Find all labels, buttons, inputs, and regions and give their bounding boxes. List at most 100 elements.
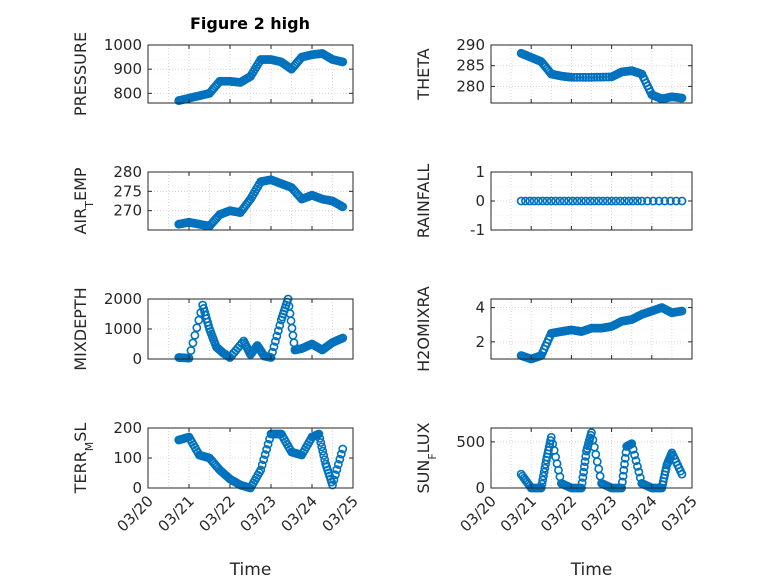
- data-series: [174, 175, 348, 231]
- data-point: [331, 470, 340, 480]
- data-series: [516, 48, 687, 104]
- x-axis-label: Time: [570, 560, 613, 580]
- x-tick-label: 03/20: [114, 492, 157, 535]
- data-point: [677, 93, 687, 103]
- axes-box: [147, 171, 354, 231]
- data-point: [620, 459, 629, 469]
- axes-box: [490, 44, 693, 104]
- y-tick-label: 0: [132, 479, 142, 497]
- data-point: [269, 342, 279, 352]
- data-point: [273, 326, 283, 336]
- data-point: [578, 473, 588, 482]
- data-point: [266, 353, 276, 362]
- subplot-mixdepth: 0 1000 2000 MIXDEPTH: [71, 287, 354, 371]
- data-point: [333, 460, 343, 469]
- data-point: [263, 439, 273, 449]
- subplot-rainfall: -1 0 1 RAINFALL: [414, 163, 693, 239]
- data-point: [580, 457, 590, 467]
- data-point: [643, 196, 652, 206]
- y-tick-label: 200: [113, 419, 142, 437]
- data-point: [533, 196, 543, 206]
- data-point: [578, 72, 588, 82]
- data-point: [611, 196, 621, 206]
- data-point: [579, 462, 589, 472]
- data-point: [192, 323, 202, 333]
- data-point: [628, 444, 638, 454]
- x-tick-label: 03/22: [196, 492, 239, 535]
- subplot-h2omixra: 2 4 H2OMIXRA: [414, 286, 693, 372]
- y-tick-label: 2: [475, 333, 485, 351]
- y-tick-label: 0: [132, 350, 142, 368]
- figure-title: Figure 2 high: [190, 14, 310, 33]
- y-tick-label: 275: [113, 182, 142, 200]
- data-point: [572, 196, 582, 206]
- data-point: [581, 451, 591, 461]
- y-tick-label: 4: [475, 299, 485, 317]
- data-point: [567, 72, 576, 82]
- data-point: [666, 196, 675, 206]
- data-point: [335, 454, 345, 464]
- data-point: [617, 477, 627, 487]
- data-point: [521, 196, 530, 206]
- data-point: [598, 72, 608, 82]
- y-axis-label: RAINFALL: [414, 164, 433, 239]
- data-point: [262, 445, 272, 454]
- data-point: [256, 465, 266, 475]
- data-point: [259, 455, 269, 465]
- subplot-pressure: 800 900 1000 PRESSURE: [71, 32, 354, 116]
- y-tick-label: 280: [456, 77, 485, 95]
- data-point: [624, 196, 634, 206]
- data-point: [677, 306, 687, 316]
- x-axis-label: Time: [229, 560, 272, 580]
- data-point: [540, 463, 550, 473]
- data-point: [314, 429, 324, 439]
- data-point: [538, 196, 548, 206]
- data-point: [648, 196, 658, 206]
- x-tick-label: 03/20: [457, 492, 500, 535]
- data-point: [589, 72, 599, 82]
- data-point: [338, 202, 348, 212]
- data-series: [174, 294, 348, 363]
- data-point: [677, 196, 687, 206]
- data-point: [268, 347, 277, 357]
- data-point: [620, 196, 629, 206]
- data-point: [581, 72, 591, 82]
- data-point: [315, 433, 325, 443]
- data-point: [539, 471, 548, 481]
- x-tick-label: 03/23: [237, 492, 280, 535]
- data-point: [677, 469, 687, 479]
- data-point: [318, 446, 328, 456]
- data-point: [555, 196, 565, 206]
- data-point: [332, 465, 342, 474]
- data-point: [577, 196, 586, 206]
- data-point: [615, 196, 625, 206]
- data-point: [338, 57, 348, 67]
- data-point: [270, 337, 280, 346]
- data-point: [602, 196, 612, 206]
- data-point: [630, 450, 639, 460]
- data-point: [316, 438, 326, 447]
- y-axis-label: SUNFLUX: [414, 422, 439, 493]
- x-tick-label: 03/24: [617, 492, 660, 535]
- data-point: [319, 451, 329, 460]
- y-tick-label: 280: [113, 163, 142, 181]
- data-point: [618, 471, 628, 481]
- data-point: [585, 196, 595, 206]
- data-point: [529, 196, 539, 206]
- data-point: [338, 444, 348, 454]
- axes-box: [490, 427, 693, 489]
- data-point: [633, 196, 642, 206]
- y-axis-label: PRESSURE: [71, 32, 90, 116]
- data-point: [272, 331, 282, 341]
- data-point: [525, 196, 535, 206]
- x-tick-label: 03/22: [537, 492, 580, 535]
- y-axis-label: TERRMSL: [71, 423, 96, 495]
- x-tick-label: 03/21: [155, 492, 198, 535]
- data-point: [329, 475, 339, 485]
- data-point: [551, 196, 561, 206]
- data-point: [328, 480, 337, 490]
- x-tick-label: 03/21: [497, 492, 540, 535]
- data-point: [184, 353, 194, 363]
- data-point: [190, 330, 200, 340]
